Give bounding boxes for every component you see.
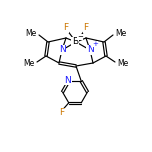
Text: −: − — [77, 34, 83, 40]
Text: F: F — [63, 24, 69, 33]
Text: F: F — [83, 24, 89, 33]
Text: N: N — [87, 45, 93, 55]
Text: +: + — [92, 41, 98, 47]
Text: Me: Me — [26, 29, 37, 38]
Text: N: N — [64, 76, 71, 85]
Text: Me: Me — [24, 59, 35, 67]
Text: F: F — [59, 108, 64, 117]
Text: Me: Me — [115, 29, 126, 38]
Text: N: N — [59, 45, 65, 55]
Text: B: B — [72, 38, 78, 47]
Text: Me: Me — [117, 59, 128, 67]
